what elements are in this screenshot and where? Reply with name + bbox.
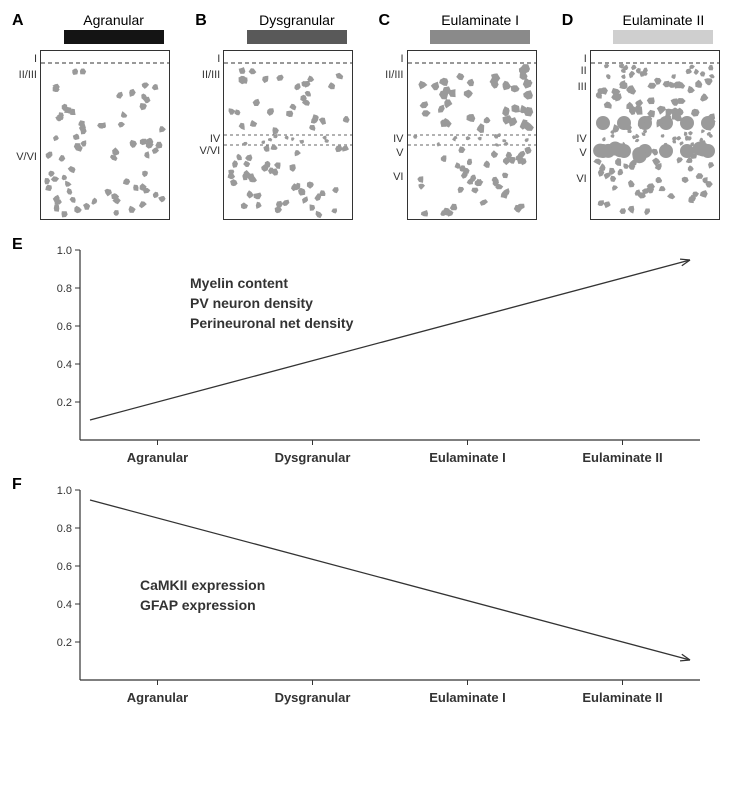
x-category: Agranular <box>127 450 188 465</box>
panel-colorbar-B <box>247 30 347 44</box>
svg-text:0.6: 0.6 <box>57 321 72 333</box>
layer-label: IV <box>210 133 220 145</box>
layer-label: I <box>34 53 37 65</box>
layer-label: VI <box>393 171 403 183</box>
cortex-box-A: III/IIIV/VI <box>40 50 170 220</box>
panel-colorbar-D <box>613 30 713 44</box>
cortex-svg-A <box>41 51 169 219</box>
x-category: Dysgranular <box>275 450 351 465</box>
panel-C: CEulaminate IIII/IIIIVVVI <box>379 12 554 220</box>
chart-svg: 0.2 0.4 0.6 0.8 1.0 Agranular Dysgranular Eulam… <box>40 480 720 710</box>
layer-label: V <box>579 147 586 159</box>
layer-label: II/III <box>385 69 403 81</box>
chart-label: PV neuron density <box>190 295 313 311</box>
x-category: Eulaminate II <box>582 450 662 465</box>
cortex-svg-C <box>408 51 536 219</box>
chart-label: CaMKII expression <box>140 577 265 593</box>
chart-label: GFAP expression <box>140 597 256 613</box>
layer-label: II/III <box>19 69 37 81</box>
panel-letter-F: F <box>12 476 22 494</box>
panel-A: AAgranularIII/IIIV/VI <box>12 12 187 220</box>
cortex-box-C: III/IIIIVVVI <box>407 50 537 220</box>
panel-title-B: Dysgranular <box>259 12 334 28</box>
panel-title-D: Eulaminate II <box>623 12 705 28</box>
cortex-svg-D <box>591 51 719 219</box>
layer-label: VI <box>576 173 586 185</box>
layer-label: IV <box>576 133 586 145</box>
x-category: Dysgranular <box>275 690 351 705</box>
chart-svg: 0.2 0.4 0.6 0.8 1.0 Agranular Dysgranular Eulam… <box>40 240 720 470</box>
x-category: Agranular <box>127 690 188 705</box>
layer-label: IV <box>393 133 403 145</box>
svg-text:0.4: 0.4 <box>57 359 72 371</box>
layer-label: II/III <box>202 69 220 81</box>
panel-letter-E: E <box>12 236 23 254</box>
panel-title-C: Eulaminate I <box>441 12 519 28</box>
svg-text:0.8: 0.8 <box>57 523 72 535</box>
x-category: Eulaminate I <box>429 450 506 465</box>
svg-text:1.0: 1.0 <box>57 485 72 497</box>
svg-text:0.2: 0.2 <box>57 637 72 649</box>
cortex-svg-B <box>224 51 352 219</box>
x-category: Eulaminate II <box>582 690 662 705</box>
panel-letter-C: C <box>379 12 391 30</box>
layer-label: I <box>584 53 587 65</box>
panel-letter-B: B <box>195 12 207 30</box>
layer-label: II <box>581 65 587 77</box>
layer-label: V/VI <box>16 151 37 163</box>
layer-label: V/VI <box>199 145 220 157</box>
layer-label: I <box>400 53 403 65</box>
svg-text:1.0: 1.0 <box>57 245 72 257</box>
layer-label: III <box>578 81 587 93</box>
panel-title-A: Agranular <box>83 12 144 28</box>
x-category: Eulaminate I <box>429 690 506 705</box>
panel-colorbar-A <box>64 30 164 44</box>
svg-text:0.6: 0.6 <box>57 561 72 573</box>
panel-letter-D: D <box>562 12 574 30</box>
panel-B: BDysgranularIII/IIIIVV/VI <box>195 12 370 220</box>
panel-D: DEulaminate IIIIIIIIIVVVI <box>562 12 737 220</box>
chart-label: Perineuronal net density <box>190 315 354 331</box>
cortex-box-D: IIIIIIIVVVI <box>590 50 720 220</box>
svg-text:0.4: 0.4 <box>57 599 72 611</box>
panel-letter-A: A <box>12 12 24 30</box>
layer-label: V <box>396 147 403 159</box>
svg-text:0.2: 0.2 <box>57 397 72 409</box>
svg-text:0.8: 0.8 <box>57 283 72 295</box>
panel-colorbar-C <box>430 30 530 44</box>
chart-label: Myelin content <box>190 275 288 291</box>
layer-label: I <box>217 53 220 65</box>
cortex-box-B: III/IIIIVV/VI <box>223 50 353 220</box>
